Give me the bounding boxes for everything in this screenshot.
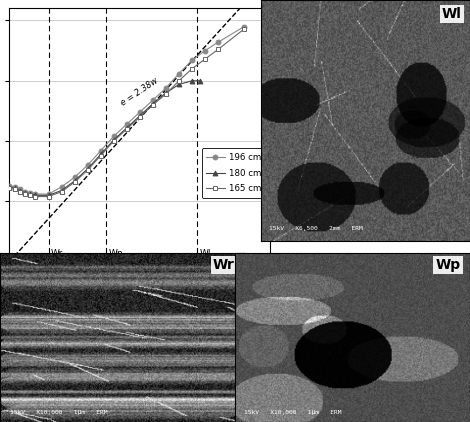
Text: Wp: Wp: [109, 249, 123, 258]
180 cm: [176, 82, 182, 87]
Line: 165 cm: 165 cm: [7, 27, 247, 199]
196 cm: [27, 190, 33, 195]
Text: Wr: Wr: [51, 249, 63, 258]
196 cm: [242, 24, 247, 29]
Text: e = 2.38w: e = 2.38w: [119, 76, 160, 107]
165 cm: [215, 47, 221, 52]
Text: 15kV   X10,000   1μm   ERM: 15kV X10,000 1μm ERM: [244, 410, 342, 415]
Text: Wl: Wl: [200, 249, 212, 258]
165 cm: [32, 194, 39, 199]
165 cm: [85, 168, 91, 173]
196 cm: [202, 48, 208, 53]
165 cm: [124, 127, 130, 132]
180 cm: [124, 125, 130, 130]
165 cm: [202, 57, 208, 62]
Text: 15kV   X10,000   1μm   ERM: 15kV X10,000 1μm ERM: [10, 410, 107, 415]
180 cm: [7, 184, 12, 189]
196 cm: [72, 175, 78, 180]
180 cm: [59, 188, 64, 193]
Text: Wp: Wp: [436, 258, 461, 272]
196 cm: [46, 192, 51, 197]
196 cm: [111, 134, 117, 139]
X-axis label: Teneur en eau / %: Teneur en eau / %: [96, 285, 184, 295]
180 cm: [163, 90, 169, 95]
196 cm: [189, 58, 195, 63]
180 cm: [27, 192, 33, 197]
196 cm: [215, 40, 221, 45]
196 cm: [32, 192, 39, 197]
180 cm: [22, 190, 28, 195]
Line: 180 cm: 180 cm: [7, 78, 202, 198]
165 cm: [163, 92, 169, 97]
196 cm: [150, 97, 156, 103]
165 cm: [137, 114, 143, 119]
180 cm: [32, 193, 39, 198]
196 cm: [98, 148, 103, 153]
165 cm: [98, 153, 103, 158]
196 cm: [59, 184, 64, 189]
165 cm: [176, 78, 182, 83]
165 cm: [17, 189, 23, 194]
165 cm: [189, 66, 195, 71]
196 cm: [124, 122, 130, 127]
196 cm: [12, 184, 17, 189]
165 cm: [59, 189, 64, 194]
196 cm: [137, 110, 143, 115]
165 cm: [27, 193, 33, 198]
Line: 196 cm: 196 cm: [7, 24, 247, 197]
165 cm: [150, 103, 156, 108]
196 cm: [176, 71, 182, 76]
180 cm: [150, 101, 156, 106]
Legend: 196 cm, 180 cm, 165 cm: 196 cm, 180 cm, 165 cm: [202, 148, 266, 198]
196 cm: [22, 189, 28, 194]
196 cm: [7, 183, 12, 188]
180 cm: [111, 137, 117, 142]
165 cm: [46, 194, 51, 199]
180 cm: [17, 188, 23, 193]
165 cm: [111, 138, 117, 143]
180 cm: [197, 78, 203, 83]
180 cm: [137, 113, 143, 118]
Text: 15kV   X6,500   2mm   ERM: 15kV X6,500 2mm ERM: [269, 226, 363, 231]
165 cm: [242, 27, 247, 32]
196 cm: [85, 162, 91, 168]
Text: Wr: Wr: [213, 258, 235, 272]
180 cm: [12, 186, 17, 191]
180 cm: [72, 179, 78, 184]
180 cm: [46, 193, 51, 198]
180 cm: [189, 78, 195, 83]
165 cm: [12, 187, 17, 192]
180 cm: [85, 166, 91, 171]
Text: Wl: Wl: [442, 7, 462, 21]
165 cm: [22, 192, 28, 197]
196 cm: [163, 86, 169, 91]
196 cm: [17, 187, 23, 192]
165 cm: [7, 186, 12, 191]
180 cm: [98, 152, 103, 157]
165 cm: [72, 179, 78, 184]
